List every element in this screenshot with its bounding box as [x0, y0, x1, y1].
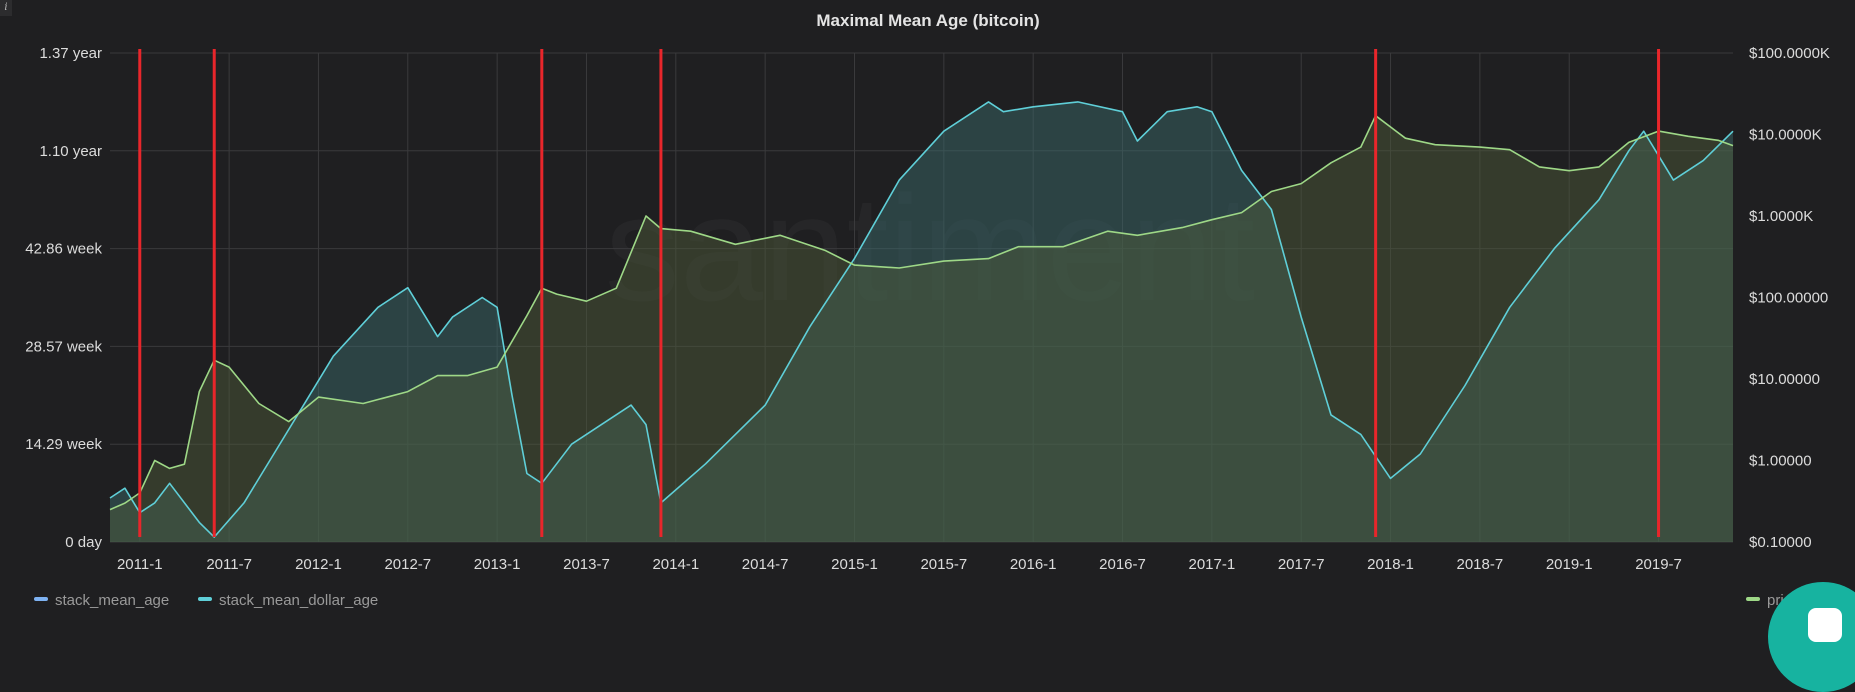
y-right-tick-label: $0.10000 — [1749, 534, 1812, 551]
y-axis-left: 1.37 year 1.10 year 42.86 week 28.57 week 14… — [25, 45, 102, 551]
y-left-tick-label: 42.86 week — [25, 241, 102, 258]
x-tick-label: 2014-1 — [652, 556, 699, 573]
y-left-tick-label: 1.10 year — [39, 143, 102, 160]
x-tick-label: 2016-1 — [1010, 556, 1057, 573]
legend: stack_mean_agestack_mean_dollar_ageprice… — [34, 592, 1832, 609]
y-right-tick-label: $100.0000K — [1749, 45, 1830, 62]
y-left-tick-label: 28.57 week — [25, 338, 102, 355]
x-tick-label: 2015-1 — [831, 556, 878, 573]
y-right-tick-label: $100.00000 — [1749, 290, 1828, 307]
x-tick-label: 2016-7 — [1099, 556, 1146, 573]
y-right-tick-label: $1.00000 — [1749, 453, 1812, 470]
x-tick-label: 2011-1 — [117, 556, 163, 573]
line-stack_mean_dollar_age — [109, 101, 1734, 538]
legend-swatch — [198, 597, 212, 601]
y-right-tick-label: $1.0000K — [1749, 208, 1813, 225]
legend-item-stack_mean_dollar_age[interactable]: stack_mean_dollar_age — [198, 592, 378, 609]
x-tick-label: 2013-1 — [474, 556, 521, 573]
series-lines — [109, 101, 1734, 538]
x-tick-label: 2018-7 — [1457, 556, 1504, 573]
x-tick-label: 2014-7 — [742, 556, 789, 573]
legend-label: stack_mean_dollar_age — [219, 592, 378, 609]
line-price_usd — [109, 114, 1734, 511]
x-tick-label: 2015-7 — [920, 556, 967, 573]
x-axis: 2011-1 2011-7 2012-1 2012-7 2013-1 2013-7 2014… — [117, 556, 1682, 573]
y-right-tick-label: $10.00000 — [1749, 371, 1820, 388]
legend-label: stack_mean_age — [55, 592, 169, 609]
vertical-markers — [138, 49, 1661, 537]
area-stack_mean_dollar_age — [110, 101, 1733, 543]
y-axis-right: $100.0000K $10.0000K $1.0000K $100.00000 $10… — [1749, 45, 1830, 551]
series-areas — [110, 101, 1733, 543]
x-tick-label: 2012-1 — [295, 556, 342, 573]
x-tick-label: 2018-1 — [1367, 556, 1414, 573]
x-tick-label: 2017-7 — [1278, 556, 1325, 573]
chart-title: Maximal Mean Age (bitcoin) — [816, 11, 1039, 30]
info-icon[interactable]: i — [0, 0, 12, 16]
legend-swatch — [1746, 597, 1760, 601]
chat-icon — [1808, 608, 1842, 642]
x-tick-label: 2019-7 — [1635, 556, 1682, 573]
y-right-tick-label: $10.0000K — [1749, 127, 1822, 144]
legend-item-stack_mean_age[interactable]: stack_mean_age — [34, 592, 169, 609]
x-tick-label: 2017-1 — [1188, 556, 1235, 573]
legend-swatch — [34, 597, 48, 601]
x-tick-label: 2019-1 — [1546, 556, 1593, 573]
x-tick-label: 2011-7 — [206, 556, 252, 573]
y-left-tick-label: 1.37 year — [39, 45, 102, 62]
x-tick-label: 2013-7 — [563, 556, 610, 573]
y-left-tick-label: 14.29 week — [25, 436, 102, 453]
grid — [110, 52, 1733, 543]
x-tick-label: 2012-7 — [384, 556, 431, 573]
area-price_usd — [110, 115, 1733, 542]
y-left-tick-label: 0 day — [65, 534, 102, 551]
